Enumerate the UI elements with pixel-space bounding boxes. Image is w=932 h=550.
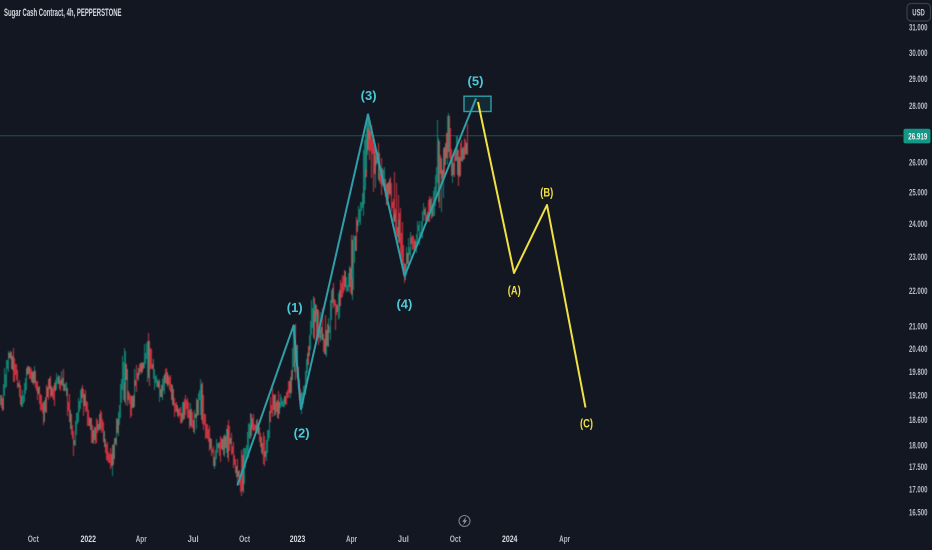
svg-text:Jul: Jul xyxy=(398,534,409,545)
svg-text:26.919: 26.919 xyxy=(908,131,927,142)
svg-text:Apr: Apr xyxy=(346,534,357,545)
svg-text:(4): (4) xyxy=(396,296,412,311)
svg-text:19.800: 19.800 xyxy=(909,367,928,378)
svg-text:Oct: Oct xyxy=(450,534,462,545)
svg-text:Oct: Oct xyxy=(28,534,40,545)
svg-text:17.000: 17.000 xyxy=(909,485,928,496)
svg-text:23.000: 23.000 xyxy=(909,252,928,263)
svg-text:(5): (5) xyxy=(468,74,484,89)
svg-text:2024: 2024 xyxy=(502,534,518,545)
svg-text:Jul: Jul xyxy=(188,534,199,545)
svg-text:16.500: 16.500 xyxy=(909,508,928,519)
svg-text:19.200: 19.200 xyxy=(909,391,928,402)
svg-text:USD: USD xyxy=(912,8,925,19)
svg-text:24.000: 24.000 xyxy=(909,219,928,230)
svg-text:29.000: 29.000 xyxy=(909,74,928,85)
svg-text:Sugar Cash Contract, 4h, PEPPE: Sugar Cash Contract, 4h, PEPPERSTONE xyxy=(4,7,122,19)
svg-text:26.000: 26.000 xyxy=(909,157,928,168)
svg-text:(3): (3) xyxy=(361,88,377,103)
svg-text:Apr: Apr xyxy=(136,534,147,545)
svg-text:20.400: 20.400 xyxy=(909,344,928,355)
svg-text:18.000: 18.000 xyxy=(909,441,928,452)
svg-text:25.000: 25.000 xyxy=(909,188,928,199)
svg-text:2022: 2022 xyxy=(81,534,97,545)
svg-text:Apr: Apr xyxy=(559,534,570,545)
svg-text:(C): (C) xyxy=(580,416,593,430)
svg-text:(1): (1) xyxy=(287,300,303,315)
svg-text:18.600: 18.600 xyxy=(909,415,928,426)
svg-text:28.000: 28.000 xyxy=(909,101,928,112)
svg-text:(A): (A) xyxy=(508,283,521,297)
svg-text:22.000: 22.000 xyxy=(909,286,928,297)
svg-text:30.000: 30.000 xyxy=(909,48,928,59)
svg-text:(2): (2) xyxy=(294,425,310,440)
svg-text:(B): (B) xyxy=(540,186,553,200)
svg-text:2023: 2023 xyxy=(290,534,306,545)
svg-text:21.000: 21.000 xyxy=(909,322,928,333)
svg-text:Oct: Oct xyxy=(239,534,251,545)
svg-text:31.000: 31.000 xyxy=(909,23,928,34)
svg-text:17.500: 17.500 xyxy=(909,462,928,473)
